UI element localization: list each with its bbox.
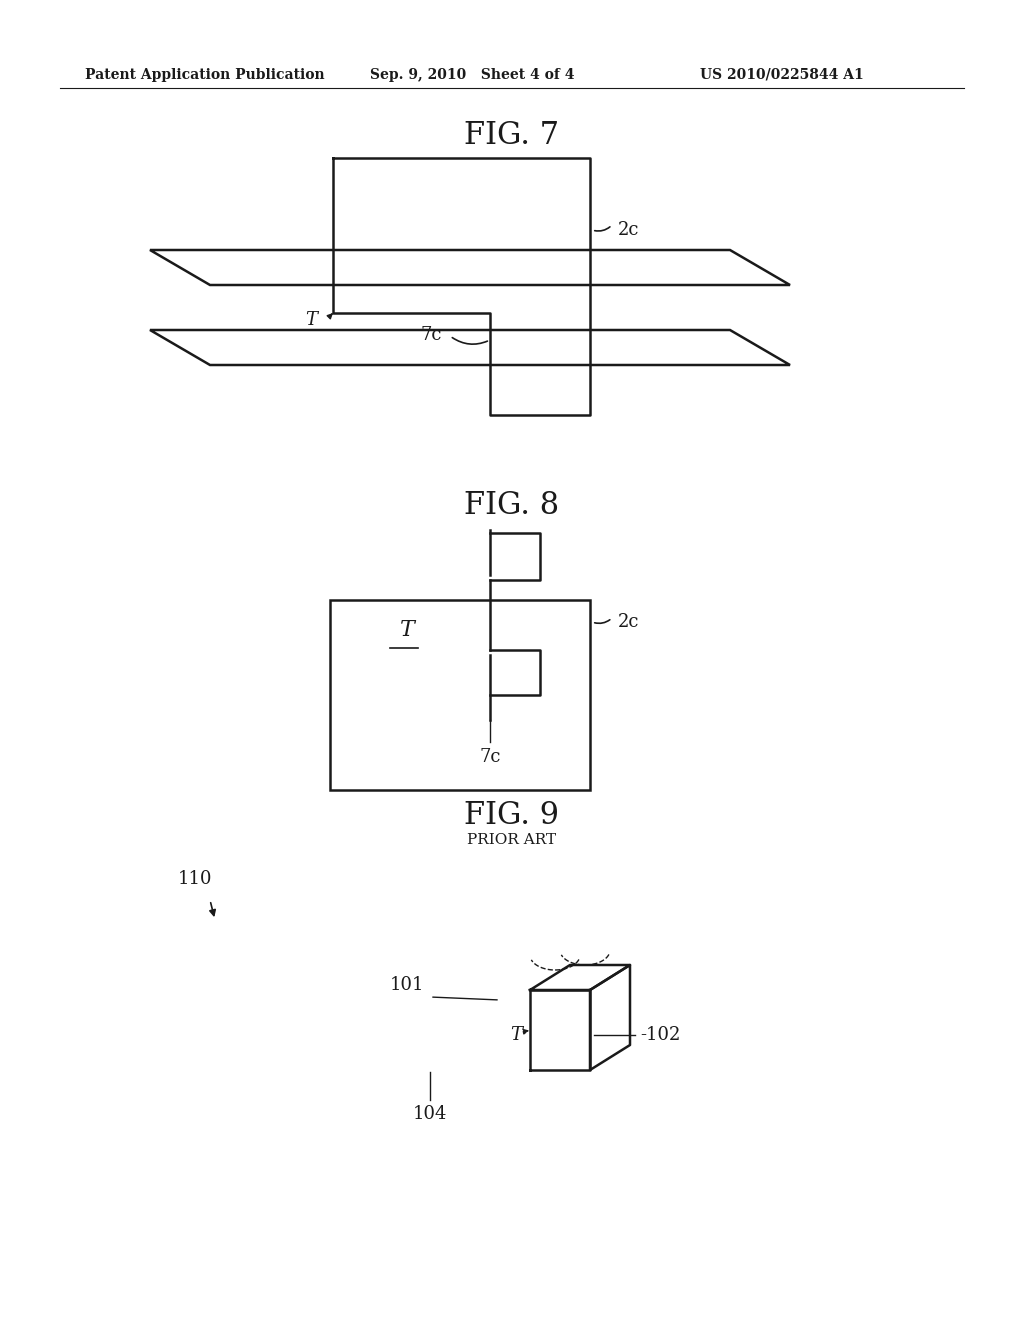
Text: 2c: 2c — [618, 220, 640, 239]
Text: 104: 104 — [413, 1105, 447, 1123]
Text: 110: 110 — [178, 870, 213, 888]
Text: T: T — [305, 312, 317, 329]
Text: PRIOR ART: PRIOR ART — [467, 833, 557, 847]
Text: 7c: 7c — [479, 748, 501, 766]
Text: Sep. 9, 2010   Sheet 4 of 4: Sep. 9, 2010 Sheet 4 of 4 — [370, 69, 574, 82]
Text: 2c: 2c — [618, 612, 640, 631]
Text: FIG. 7: FIG. 7 — [465, 120, 559, 150]
Text: 7c: 7c — [420, 326, 441, 345]
Text: FIG. 8: FIG. 8 — [465, 490, 559, 521]
Text: 101: 101 — [390, 975, 425, 994]
Text: -102: -102 — [640, 1026, 680, 1044]
Text: Patent Application Publication: Patent Application Publication — [85, 69, 325, 82]
Text: T: T — [510, 1026, 522, 1044]
Text: FIG. 9: FIG. 9 — [465, 800, 559, 832]
Text: US 2010/0225844 A1: US 2010/0225844 A1 — [700, 69, 864, 82]
Text: T: T — [400, 619, 415, 642]
